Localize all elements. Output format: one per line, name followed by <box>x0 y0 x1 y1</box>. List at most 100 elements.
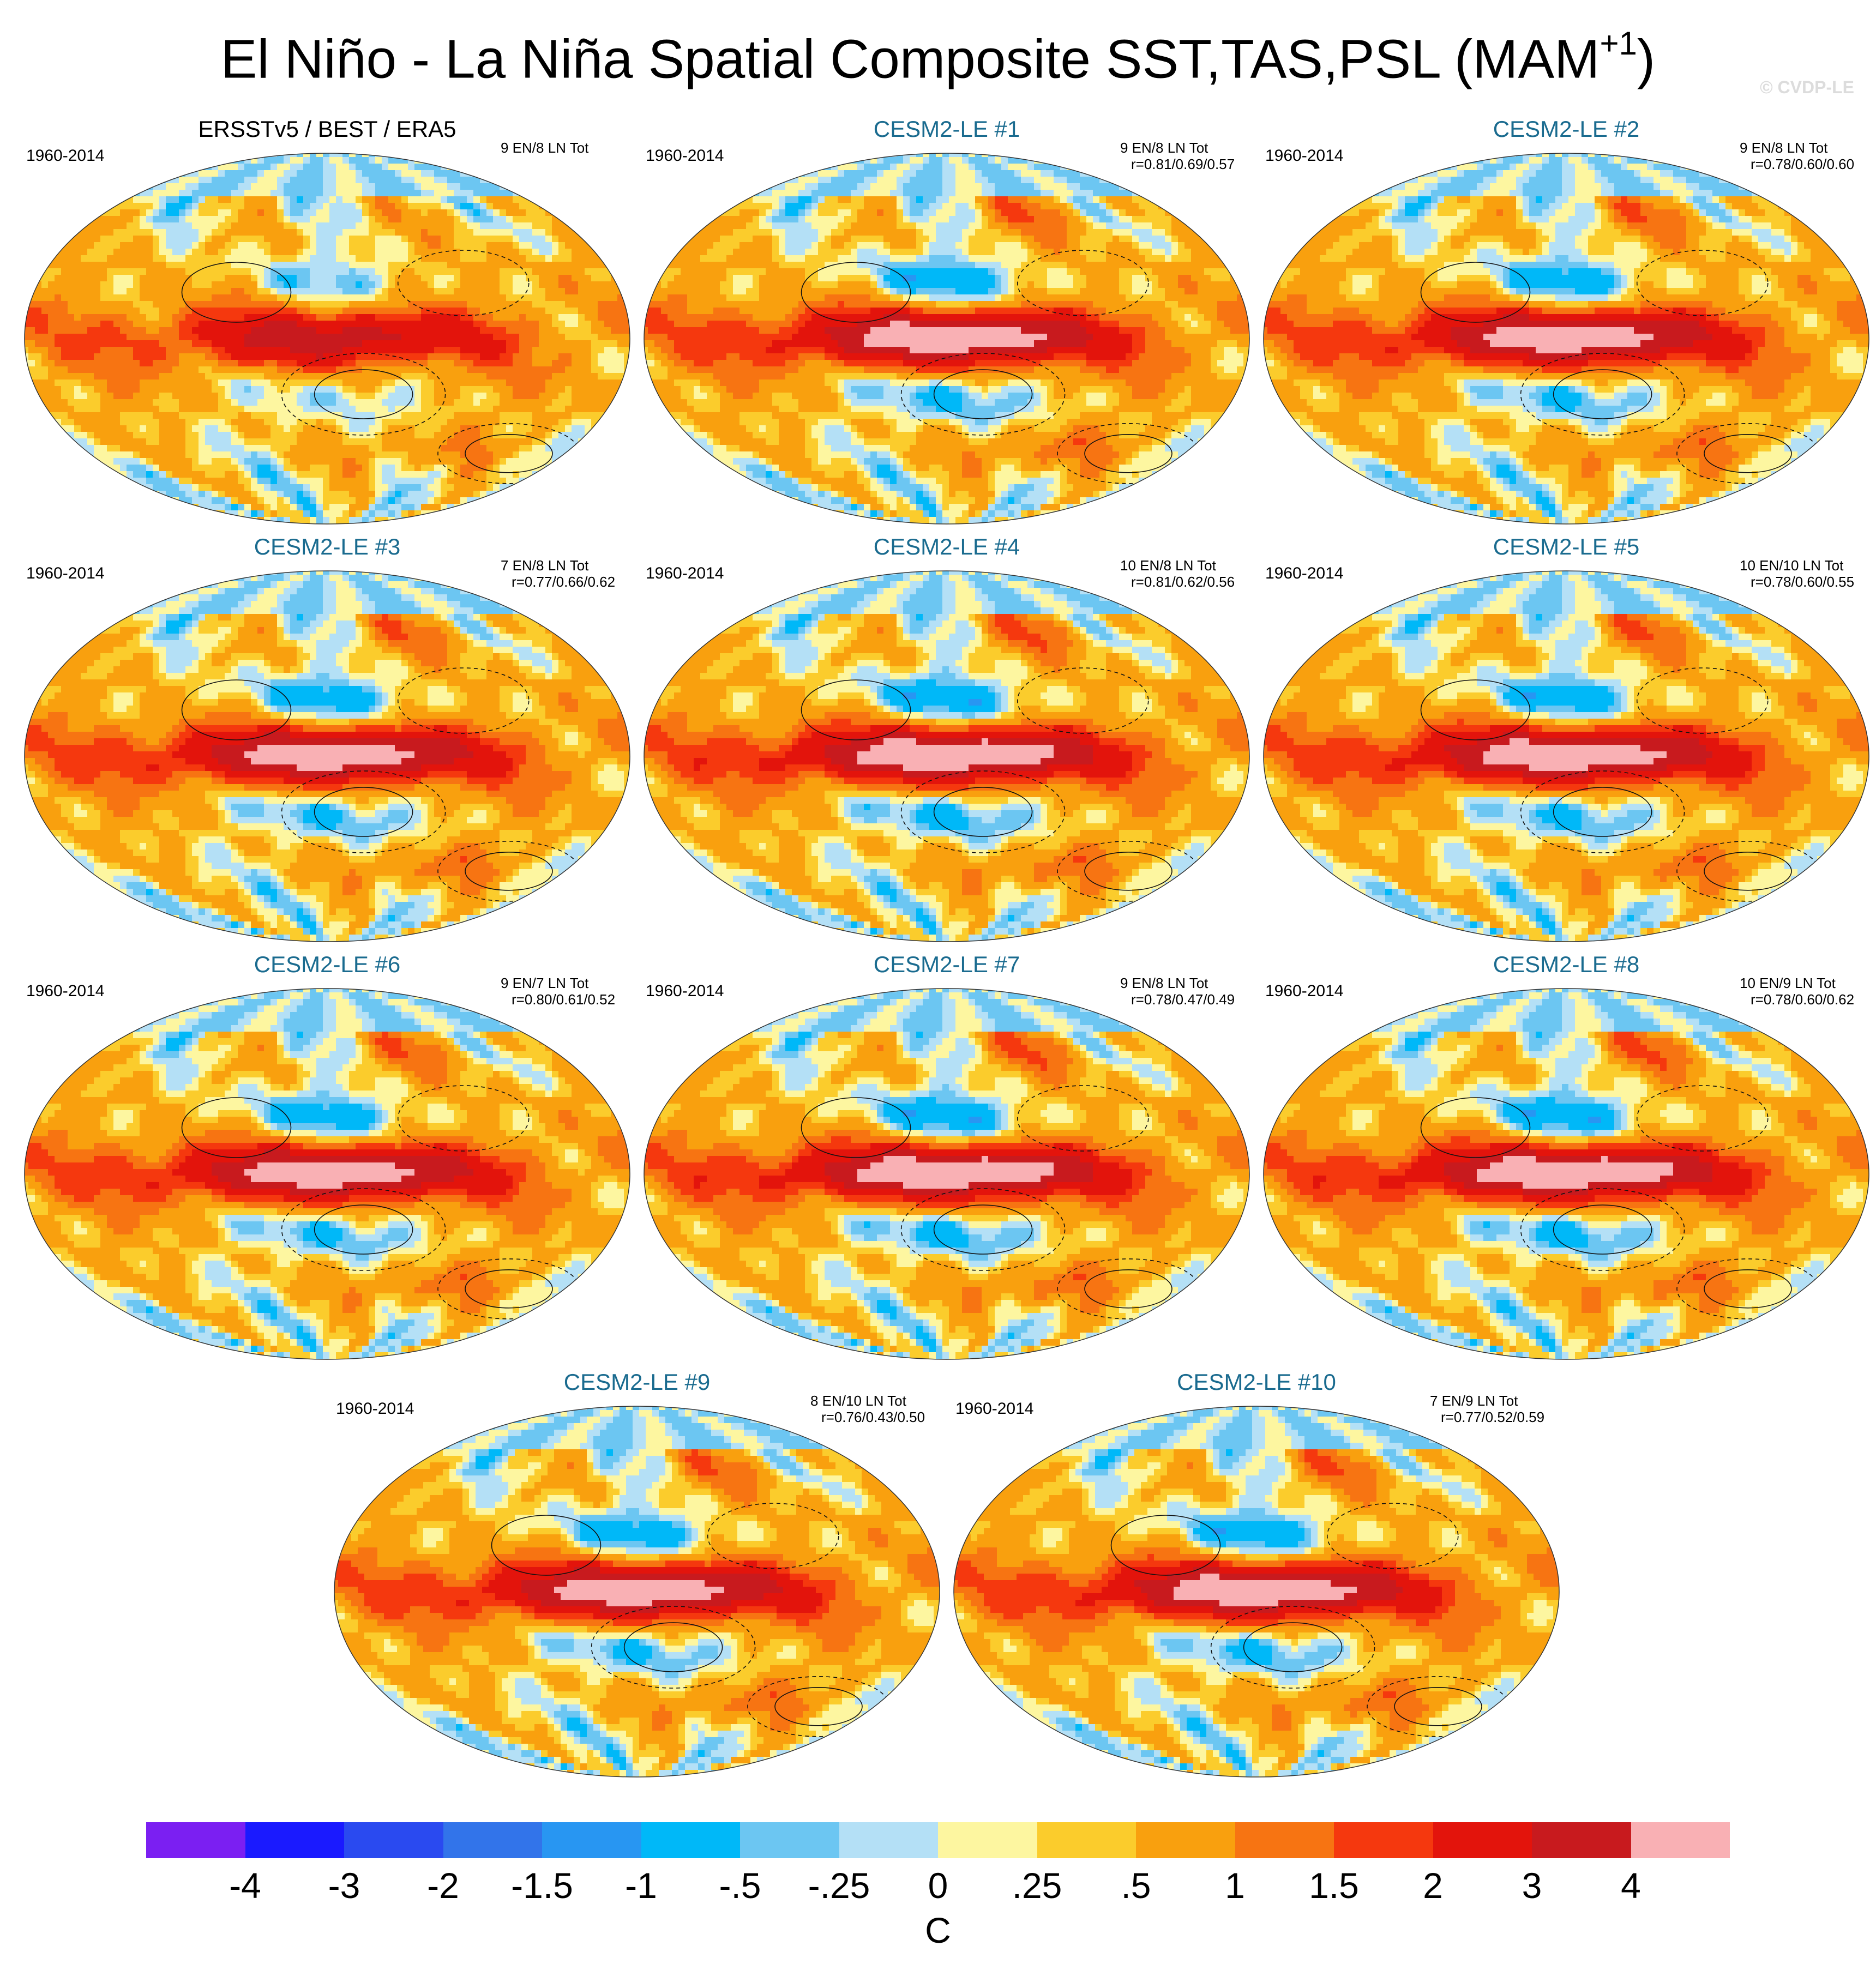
panel-title: CESM2-LE #9 <box>326 1369 948 1396</box>
panel-event-count: 9 EN/8 LN Tot <box>501 140 588 156</box>
panel-correlation: r=0.77/0.52/0.59 <box>1441 1409 1544 1425</box>
colorbar-tick-label: 0 <box>894 1864 982 1907</box>
psl-contour <box>314 787 413 837</box>
panel-correlation: r=0.78/0.60/0.62 <box>1751 991 1854 1008</box>
colorbar-swatch <box>1532 1822 1631 1858</box>
map-outline <box>644 570 1250 942</box>
colorbar-tick-label: -4 <box>202 1864 289 1907</box>
psl-contour <box>900 353 1066 436</box>
psl-contour <box>1017 667 1149 734</box>
watermark: © CVDP-LE <box>1760 77 1854 98</box>
panel-correlation: r=0.78/0.60/0.60 <box>1751 156 1854 172</box>
psl-contour <box>933 787 1033 837</box>
psl-contour <box>1210 1606 1375 1689</box>
panel-correlation: r=0.81/0.62/0.56 <box>1131 574 1235 590</box>
robinson-map <box>24 153 630 525</box>
psl-contour <box>801 262 911 323</box>
psl-contour <box>801 1097 911 1158</box>
psl-contour <box>465 433 553 473</box>
robinson-map <box>24 988 630 1360</box>
panel-correlation: r=0.81/0.69/0.57 <box>1131 156 1235 172</box>
robinson-map <box>24 570 630 942</box>
panel-period: 1960-2014 <box>646 981 724 1001</box>
colorbar-tick-label: -1 <box>598 1864 685 1907</box>
sst-field <box>644 153 1249 524</box>
colorbar-swatch <box>146 1822 245 1858</box>
colorbar-swatch <box>1235 1822 1334 1858</box>
panel-correlation: r=0.80/0.61/0.52 <box>512 991 615 1008</box>
title-close-paren: ) <box>1637 28 1655 89</box>
colorbar-swatch <box>443 1822 542 1858</box>
colorbar-tick-label: 1 <box>1192 1864 1279 1907</box>
panel-title: CESM2-LE #1 <box>636 116 1258 143</box>
psl-contour <box>1704 433 1792 473</box>
robinson-map <box>644 988 1250 1360</box>
map-panel: CESM2-LE #4 1960-2014 10 EN/8 LN Tot r=0.81… <box>636 533 1258 948</box>
psl-contour <box>1704 851 1792 891</box>
panel-correlation: r=0.78/0.47/0.49 <box>1131 991 1235 1008</box>
map-outline <box>1263 988 1869 1360</box>
colorbar-swatch <box>344 1822 443 1858</box>
psl-contour <box>1420 679 1531 740</box>
robinson-map <box>644 570 1250 942</box>
psl-contour <box>1017 250 1149 316</box>
colorbar-tick-label: -2 <box>400 1864 487 1907</box>
colorbar-swatch <box>542 1822 641 1858</box>
sst-field <box>1264 571 1869 942</box>
panel-correlation: r=0.78/0.60/0.55 <box>1751 574 1854 590</box>
psl-contour <box>1084 851 1172 891</box>
map-outline <box>334 1406 940 1778</box>
colorbar-swatch <box>839 1822 938 1858</box>
colorbar-tick-label: .25 <box>994 1864 1081 1907</box>
colorbar-tick-label: -.5 <box>696 1864 784 1907</box>
sst-field <box>644 989 1249 1359</box>
psl-contour <box>1017 1085 1149 1152</box>
sst-field <box>334 1406 940 1777</box>
panel-correlation: r=0.76/0.43/0.50 <box>821 1409 925 1425</box>
robinson-map <box>1263 570 1869 942</box>
psl-contour <box>774 1686 863 1726</box>
colorbar-swatch <box>938 1822 1037 1858</box>
map-panel: CESM2-LE #10 1960-2014 7 EN/9 LN Tot r=0.77… <box>946 1369 1567 1783</box>
psl-contour <box>1420 262 1531 323</box>
psl-contour <box>491 1515 602 1576</box>
colorbar-swatch <box>1136 1822 1235 1858</box>
sst-field <box>25 571 630 942</box>
psl-contour <box>1553 369 1652 419</box>
psl-contour <box>1553 1204 1652 1255</box>
colorbar-swatch <box>1631 1822 1730 1858</box>
map-panel: CESM2-LE #7 1960-2014 9 EN/8 LN Tot r=0.78/… <box>636 951 1258 1365</box>
colorbar-swatch <box>1433 1822 1532 1858</box>
panel-title: CESM2-LE #7 <box>636 951 1258 978</box>
sst-field <box>25 989 630 1359</box>
psl-contour <box>933 369 1033 419</box>
map-outline <box>953 1406 1560 1778</box>
map-panel: CESM2-LE #9 1960-2014 8 EN/10 LN Tot r=0.76… <box>326 1369 948 1783</box>
title-text: El Niño - La Niña Spatial Composite SST,… <box>221 28 1600 89</box>
colorbar-tick-label: 4 <box>1588 1864 1675 1907</box>
map-outline <box>1263 153 1869 525</box>
psl-contour <box>181 262 292 323</box>
map-outline <box>644 988 1250 1360</box>
psl-contour <box>314 1204 413 1255</box>
panel-title: CESM2-LE #6 <box>16 951 638 978</box>
robinson-map <box>644 153 1250 525</box>
panel-title: ERSSTv5 / BEST / ERA5 <box>16 116 638 143</box>
colorbar-tick-label: -1.5 <box>498 1864 586 1907</box>
panel-title: CESM2-LE #5 <box>1255 533 1876 561</box>
psl-contour <box>1704 1269 1792 1309</box>
map-outline <box>24 988 630 1360</box>
psl-contour <box>1243 1622 1343 1672</box>
panel-event-count: 9 EN/8 LN Tot <box>1120 975 1208 991</box>
panel-title: CESM2-LE #3 <box>16 533 638 561</box>
colorbar-tick-label: .5 <box>1092 1864 1180 1907</box>
map-panel: CESM2-LE #8 1960-2014 10 EN/9 LN Tot r=0.78… <box>1255 951 1876 1365</box>
psl-contour <box>707 1503 839 1569</box>
panel-event-count: 7 EN/8 LN Tot <box>501 557 588 574</box>
robinson-map <box>1263 153 1869 525</box>
psl-contour <box>397 250 530 316</box>
map-panel: CESM2-LE #2 1960-2014 9 EN/8 LN Tot r=0.78/… <box>1255 116 1876 530</box>
psl-contour <box>1394 1686 1482 1726</box>
psl-contour <box>181 1097 292 1158</box>
colorbar-tick-label: 3 <box>1488 1864 1576 1907</box>
